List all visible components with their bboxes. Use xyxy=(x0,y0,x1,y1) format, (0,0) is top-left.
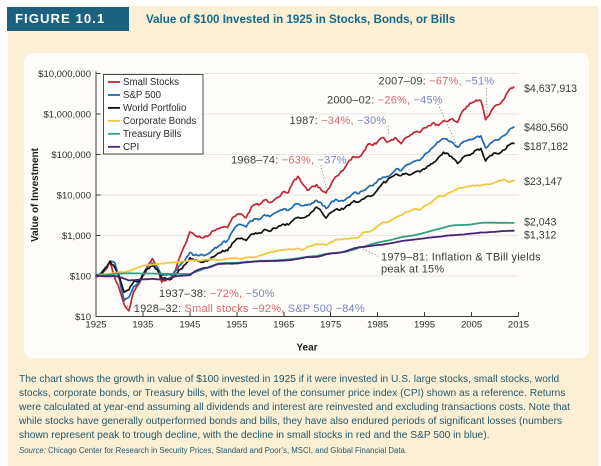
svg-text:2015: 2015 xyxy=(508,320,529,331)
svg-text:1965: 1965 xyxy=(273,320,294,331)
svg-text:$10,000,000: $10,000,000 xyxy=(38,69,91,80)
svg-text:1955: 1955 xyxy=(226,320,247,331)
svg-text:CPI: CPI xyxy=(123,142,139,153)
svg-text:$2,043: $2,043 xyxy=(524,217,557,229)
svg-text:1995: 1995 xyxy=(414,320,435,331)
svg-text:Year: Year xyxy=(296,343,317,354)
svg-text:$100: $100 xyxy=(70,271,91,282)
svg-text:1935: 1935 xyxy=(132,320,153,331)
svg-text:1979–81: Inflation & TBill yie: 1979–81: Inflation & TBill yields xyxy=(381,252,541,264)
svg-text:1985: 1985 xyxy=(367,320,388,331)
svg-text:$1,000,000: $1,000,000 xyxy=(43,109,91,120)
svg-text:1968–74: −63%, −37%: 1968–74: −63%, −37% xyxy=(231,155,347,167)
svg-text:Value of Investment: Value of Investment xyxy=(30,147,41,242)
svg-text:$1,312: $1,312 xyxy=(524,230,557,242)
svg-text:1928–32: Small stocks −92%, S&: 1928–32: Small stocks −92%, S&P 500 −84% xyxy=(134,303,365,315)
svg-text:S&P 500: S&P 500 xyxy=(123,90,162,101)
svg-text:$10: $10 xyxy=(75,312,91,323)
svg-text:Small Stocks: Small Stocks xyxy=(123,77,179,88)
svg-text:$100,000: $100,000 xyxy=(51,150,91,161)
svg-text:1987: −34%, −30%: 1987: −34%, −30% xyxy=(290,115,387,127)
svg-text:2000–02: −26%, −45%: 2000–02: −26%, −45% xyxy=(327,94,443,106)
svg-text:$10,000: $10,000 xyxy=(57,190,91,201)
svg-text:$23,147: $23,147 xyxy=(524,176,562,188)
svg-text:1925: 1925 xyxy=(85,320,106,331)
svg-text:peak at 15%: peak at 15% xyxy=(381,264,444,276)
svg-text:1937–38: −72%, −50%: 1937–38: −72%, −50% xyxy=(159,288,275,300)
svg-text:$187,182: $187,182 xyxy=(524,141,568,153)
svg-text:$480,560: $480,560 xyxy=(524,122,568,134)
svg-text:1975: 1975 xyxy=(320,320,341,331)
svg-text:World Portfolio: World Portfolio xyxy=(123,103,186,114)
svg-text:$4,637,913: $4,637,913 xyxy=(524,83,577,95)
svg-text:1945: 1945 xyxy=(179,320,200,331)
svg-text:2005: 2005 xyxy=(461,320,482,331)
svg-text:$1,000: $1,000 xyxy=(62,231,91,242)
svg-text:Corporate Bonds: Corporate Bonds xyxy=(123,116,196,127)
svg-text:Treasury Bills: Treasury Bills xyxy=(123,129,181,140)
svg-text:2007–09: −67%, −51%: 2007–09: −67%, −51% xyxy=(379,76,495,88)
